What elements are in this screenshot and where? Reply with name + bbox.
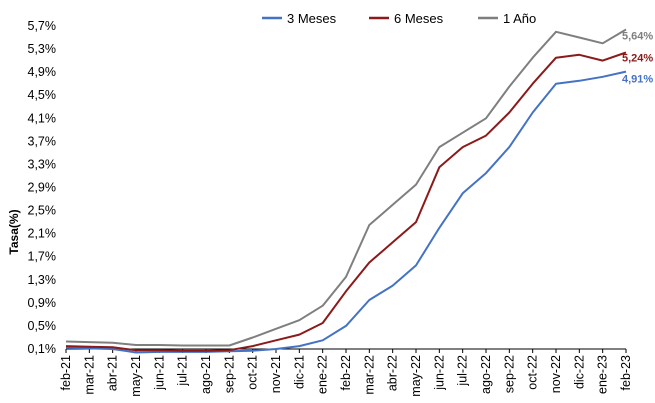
end-value-labels: 4,91% 5,24% 5,64%: [622, 30, 653, 85]
series-lines: [65, 28, 627, 354]
x-tick-label: may-22: [409, 355, 423, 397]
y-tick-label: 1,7%: [28, 250, 57, 264]
y-tick-label: 5,7%: [28, 19, 57, 33]
end-value-label: 5,24%: [622, 53, 653, 65]
series-line-2: [65, 51, 627, 352]
x-tick-label: dic-21: [292, 355, 306, 389]
y-tick-label: 2,9%: [28, 181, 57, 195]
y-tick-label: 0,9%: [28, 296, 57, 310]
y-tick-label: 2,5%: [28, 204, 57, 218]
x-tick-label: sep-21: [222, 355, 236, 393]
y-axis-label: Tasa(%): [7, 209, 21, 254]
x-tick-label: ago-22: [479, 355, 493, 394]
y-tick-label: 3,3%: [28, 157, 57, 171]
x-tick-label: jun-22: [432, 355, 446, 391]
x-tick-label: mar-22: [362, 355, 376, 395]
y-tick-label: 3,7%: [28, 134, 57, 148]
x-tick-label: abr-22: [386, 355, 400, 391]
x-tick-label: jul-22: [456, 355, 470, 387]
x-axis-ticks: feb-21 mar-21 abr-21 may-21 jun-21 jul-21 ago-…: [59, 349, 633, 397]
x-tick-label: mar-21: [82, 355, 96, 395]
y-tick-label: 1,3%: [28, 273, 57, 287]
x-tick-label: oct-21: [246, 355, 260, 390]
y-tick-label: 4,9%: [28, 65, 57, 79]
x-tick-label: sep-22: [502, 355, 516, 393]
y-tick-label: 2,1%: [28, 227, 57, 241]
series-line-3: [65, 28, 627, 347]
x-tick-label: nov-22: [549, 355, 563, 393]
legend-label: 6 Meses: [394, 11, 444, 26]
y-tick-label: 5,3%: [28, 42, 57, 56]
x-tick-label: jun-21: [152, 355, 166, 391]
x-tick-label: jul-21: [176, 355, 190, 387]
x-tick-label: may-21: [129, 355, 143, 397]
x-tick-label: oct-22: [526, 355, 540, 390]
y-tick-label: 4,1%: [28, 111, 57, 125]
x-tick-label: feb-23: [619, 355, 633, 390]
x-tick-label: ene-23: [596, 355, 610, 394]
legend-label: 3 Meses: [287, 11, 337, 26]
x-tick-label: dic-22: [572, 355, 586, 389]
x-tick-label: feb-22: [339, 355, 353, 390]
end-value-label: 5,64%: [622, 30, 653, 42]
end-value-label: 4,91%: [622, 74, 653, 86]
y-tick-label: 4,5%: [28, 88, 57, 102]
x-tick-label: feb-21: [59, 355, 73, 390]
x-tick-label: abr-21: [106, 355, 120, 391]
series-line-1: [65, 70, 627, 354]
x-tick-label: ago-21: [199, 355, 213, 394]
legend-label: 1 Año: [503, 11, 536, 26]
legend: 3 Meses 6 Meses 1 Año: [262, 11, 536, 26]
y-tick-label: 0,1%: [28, 342, 57, 356]
x-tick-label: ene-22: [316, 355, 330, 394]
y-axis-ticks: 0,1% 0,5% 0,9% 1,3% 1,7% 2,1% 2,5% 2,9% 3,3% 3,7%…: [28, 19, 57, 356]
y-tick-label: 0,5%: [28, 319, 57, 333]
x-tick-label: nov-21: [269, 355, 283, 393]
